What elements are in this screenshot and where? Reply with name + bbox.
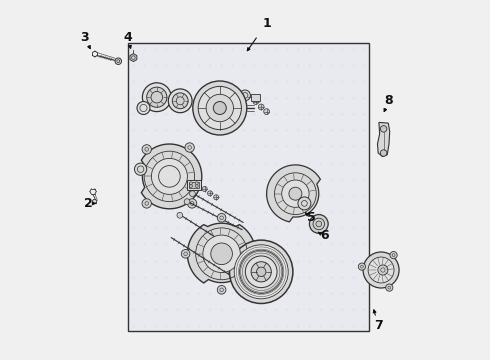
Circle shape	[193, 81, 247, 135]
Circle shape	[213, 102, 226, 114]
Polygon shape	[130, 54, 137, 62]
Circle shape	[282, 180, 309, 207]
Circle shape	[190, 191, 196, 197]
Circle shape	[202, 186, 207, 192]
Circle shape	[206, 94, 233, 122]
Circle shape	[390, 252, 397, 259]
Circle shape	[217, 285, 226, 294]
Circle shape	[208, 191, 213, 196]
Circle shape	[358, 263, 366, 270]
Circle shape	[190, 182, 193, 185]
Circle shape	[142, 199, 151, 208]
Circle shape	[172, 93, 188, 109]
Circle shape	[181, 249, 190, 258]
Circle shape	[187, 199, 197, 208]
Circle shape	[151, 158, 187, 194]
Text: 4: 4	[123, 31, 132, 44]
Circle shape	[253, 99, 259, 104]
Circle shape	[380, 126, 387, 132]
Polygon shape	[267, 165, 320, 222]
Polygon shape	[187, 223, 256, 283]
Circle shape	[203, 235, 240, 273]
Text: 5: 5	[307, 211, 316, 224]
Text: 3: 3	[80, 31, 89, 44]
Circle shape	[198, 86, 242, 130]
Text: 8: 8	[385, 94, 393, 107]
Circle shape	[211, 243, 232, 265]
Circle shape	[147, 87, 167, 107]
Circle shape	[185, 143, 195, 152]
Circle shape	[363, 252, 399, 288]
Polygon shape	[141, 144, 202, 209]
Circle shape	[234, 245, 288, 299]
Circle shape	[240, 90, 250, 101]
Circle shape	[240, 250, 283, 293]
Circle shape	[169, 89, 192, 113]
Circle shape	[134, 163, 147, 175]
Circle shape	[115, 58, 122, 64]
Circle shape	[264, 109, 270, 114]
Circle shape	[368, 257, 394, 283]
Circle shape	[289, 187, 302, 200]
Circle shape	[251, 262, 271, 282]
Circle shape	[310, 215, 328, 233]
Text: 7: 7	[374, 319, 383, 332]
Circle shape	[245, 256, 277, 288]
Bar	[189, 182, 199, 188]
Circle shape	[258, 104, 264, 110]
Bar	[187, 180, 201, 190]
Circle shape	[380, 150, 387, 156]
Circle shape	[229, 240, 293, 303]
Circle shape	[143, 83, 171, 112]
Text: 1: 1	[262, 17, 271, 30]
Circle shape	[217, 213, 226, 222]
Bar	[128, 43, 369, 331]
Circle shape	[196, 182, 198, 185]
Text: 2: 2	[84, 197, 93, 210]
Polygon shape	[377, 122, 390, 157]
Circle shape	[196, 185, 198, 188]
Circle shape	[298, 197, 311, 210]
Circle shape	[386, 284, 393, 291]
Circle shape	[316, 221, 321, 227]
Circle shape	[137, 102, 150, 114]
Circle shape	[142, 145, 151, 154]
Text: 6: 6	[320, 229, 328, 242]
Circle shape	[184, 199, 190, 204]
Circle shape	[190, 185, 193, 188]
Circle shape	[378, 265, 388, 275]
Bar	[251, 94, 261, 101]
Circle shape	[177, 212, 183, 218]
Circle shape	[257, 267, 266, 276]
Circle shape	[92, 199, 97, 204]
Circle shape	[214, 195, 219, 200]
